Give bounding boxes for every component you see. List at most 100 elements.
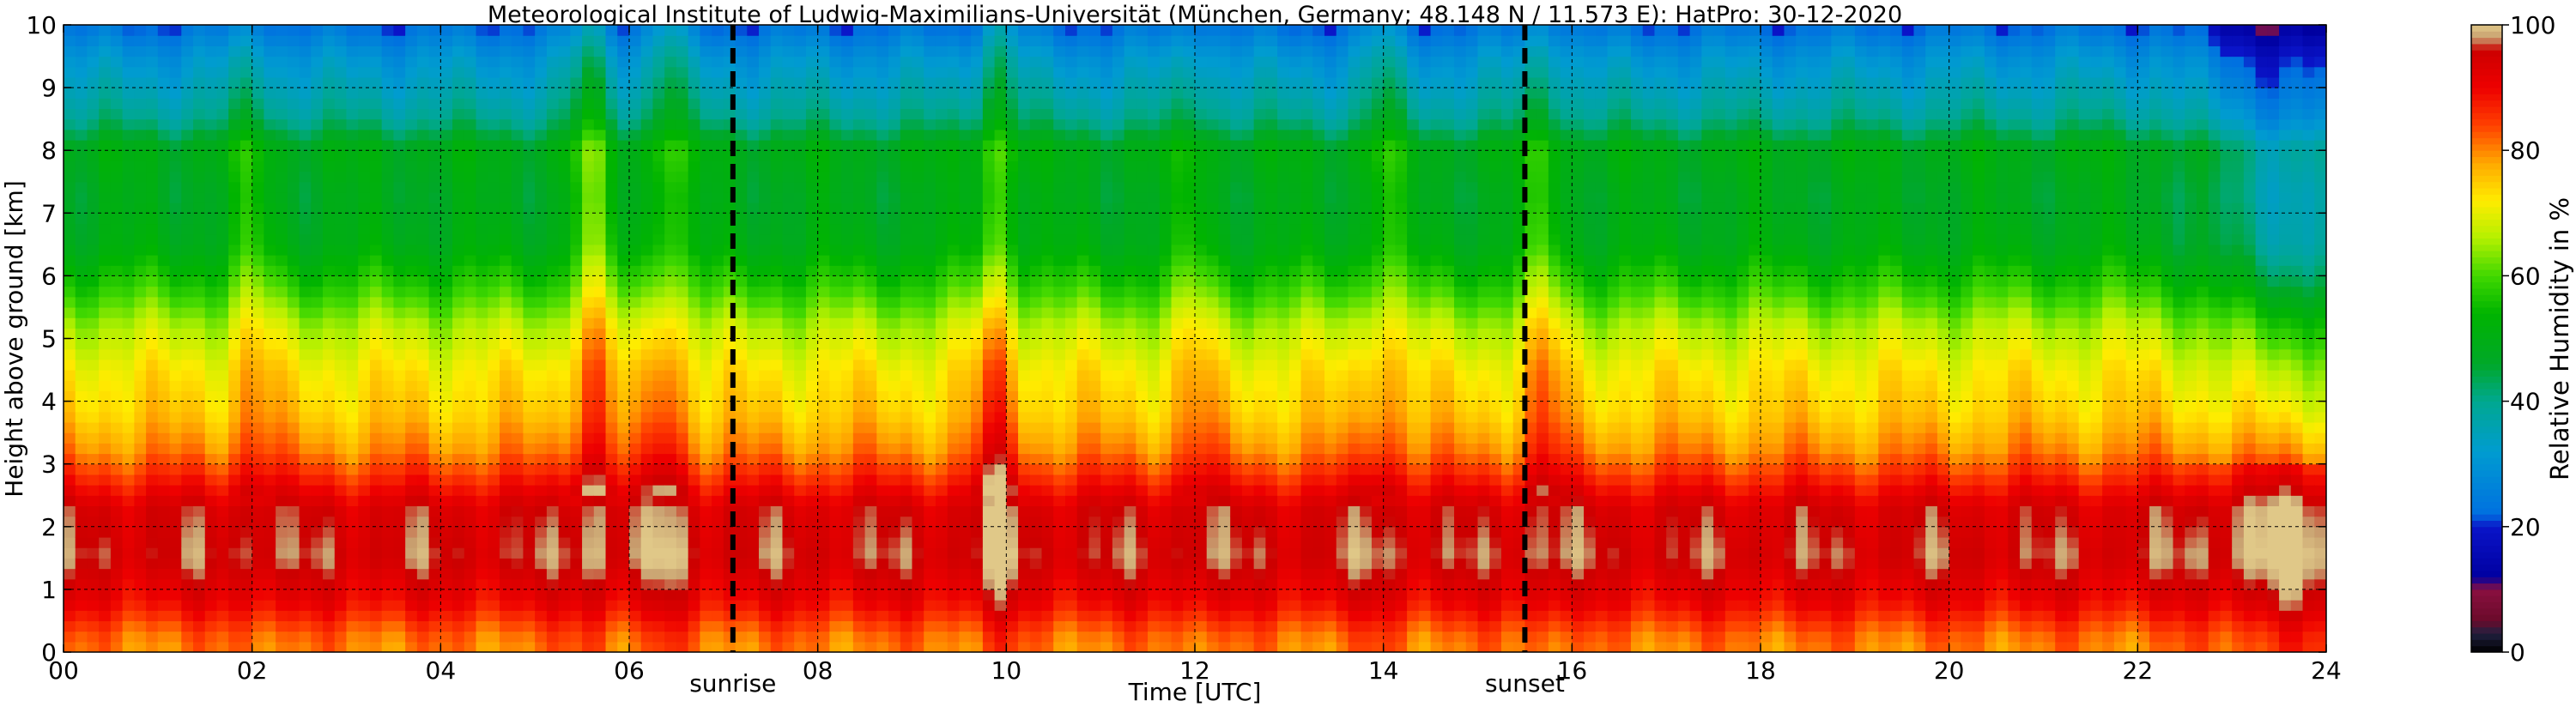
heatmap-cell: [805, 140, 819, 151]
heatmap-cell: [629, 76, 642, 88]
heatmap-cell: [794, 589, 807, 601]
heatmap-cell: [358, 202, 371, 214]
heatmap-cell: [841, 66, 854, 78]
heatmap-cell: [428, 547, 441, 559]
heatmap-cell: [393, 66, 406, 78]
heatmap-cell: [499, 35, 512, 46]
heatmap-cell: [110, 443, 124, 455]
heatmap-cell: [228, 589, 241, 601]
heatmap-cell: [994, 108, 1007, 120]
heatmap-cell: [146, 589, 159, 601]
heatmap-cell: [358, 620, 371, 632]
heatmap-cell: [782, 411, 795, 423]
heatmap-cell: [358, 255, 371, 266]
heatmap-cell: [346, 286, 359, 298]
heatmap-cell: [593, 171, 607, 183]
heatmap-cell: [959, 56, 972, 68]
heatmap-cell: [982, 432, 996, 444]
heatmap-cell: [829, 191, 842, 203]
heatmap-cell: [947, 223, 961, 235]
heatmap-cell: [1029, 463, 1043, 475]
heatmap-cell: [593, 98, 607, 110]
heatmap-cell: [464, 620, 477, 632]
heatmap-cell: [924, 150, 936, 161]
heatmap-cell: [971, 505, 984, 517]
heatmap-cell: [239, 328, 253, 340]
heatmap-cell: [864, 171, 877, 183]
heatmap-cell: [959, 181, 972, 193]
heatmap-cell: [829, 76, 842, 88]
heatmap-cell: [99, 35, 112, 46]
heatmap-cell: [629, 223, 642, 235]
heatmap-cell: [582, 265, 595, 276]
heatmap-cell: [747, 244, 760, 256]
heatmap-cell: [488, 223, 500, 235]
heatmap-cell: [134, 160, 147, 172]
heatmap-cell: [700, 348, 712, 360]
heatmap-cell: [570, 547, 583, 559]
heatmap-cell: [134, 76, 147, 88]
heatmap-cell: [558, 505, 571, 517]
heatmap-cell: [134, 432, 147, 444]
heatmap-cell: [181, 255, 194, 266]
heatmap-cell: [110, 338, 124, 350]
heatmap-cell: [346, 474, 359, 486]
heatmap-cell: [311, 390, 324, 402]
heatmap-cell: [805, 202, 819, 214]
heatmap-cell: [523, 631, 536, 643]
heatmap-cell: [605, 505, 618, 517]
heatmap-cell: [193, 202, 206, 214]
heatmap-cell: [947, 411, 961, 423]
heatmap-cell: [264, 453, 276, 465]
heatmap-cell: [228, 390, 241, 402]
heatmap-cell: [829, 296, 842, 308]
heatmap-cell: [276, 589, 288, 601]
heatmap-cell: [488, 474, 500, 486]
heatmap-cell: [570, 589, 583, 601]
heatmap-cell: [535, 265, 548, 276]
heatmap-cell: [146, 620, 159, 632]
heatmap-cell: [1006, 181, 1019, 193]
heatmap-cell: [181, 338, 194, 350]
heatmap-cell: [640, 589, 654, 601]
heatmap-cell: [358, 150, 371, 161]
heatmap-cell: [712, 45, 724, 57]
heatmap-cell: [593, 411, 607, 423]
heatmap-cell: [876, 76, 889, 88]
heatmap-cell: [369, 620, 383, 632]
heatmap-cell: [181, 76, 194, 88]
heatmap-cell: [134, 140, 147, 151]
heatmap-cell: [169, 191, 182, 203]
heatmap-cell: [511, 370, 524, 381]
heatmap-cell: [982, 589, 996, 601]
heatmap-cell: [570, 505, 583, 517]
heatmap-cell: [546, 306, 560, 318]
heatmap-cell: [640, 160, 654, 172]
heatmap-cell: [947, 348, 961, 360]
heatmap-cell: [1018, 380, 1031, 392]
heatmap-cell: [476, 370, 488, 381]
heatmap-cell: [1006, 25, 1019, 36]
heatmap-cell: [841, 505, 854, 517]
heatmap-cell: [87, 359, 100, 371]
heatmap-cell: [146, 233, 159, 245]
heatmap-cell: [358, 516, 371, 528]
heatmap-cell: [640, 108, 654, 120]
heatmap-cell: [735, 66, 748, 78]
heatmap-cell: [523, 233, 536, 245]
heatmap-cell: [982, 286, 996, 298]
heatmap-cell: [99, 76, 112, 88]
heatmap-cell: [888, 202, 901, 214]
heatmap-cell: [146, 453, 159, 465]
heatmap-cell: [558, 56, 571, 68]
heatmap-cell: [924, 213, 936, 225]
heatmap-cell: [346, 348, 359, 360]
heatmap-cell: [888, 505, 901, 517]
heatmap-cell: [276, 370, 288, 381]
heatmap-cell: [971, 56, 984, 68]
heatmap-cell: [688, 140, 700, 151]
heatmap-cell: [924, 453, 936, 465]
heatmap-cell: [523, 25, 536, 36]
heatmap-cell: [369, 568, 383, 580]
heatmap-cell: [216, 265, 229, 276]
